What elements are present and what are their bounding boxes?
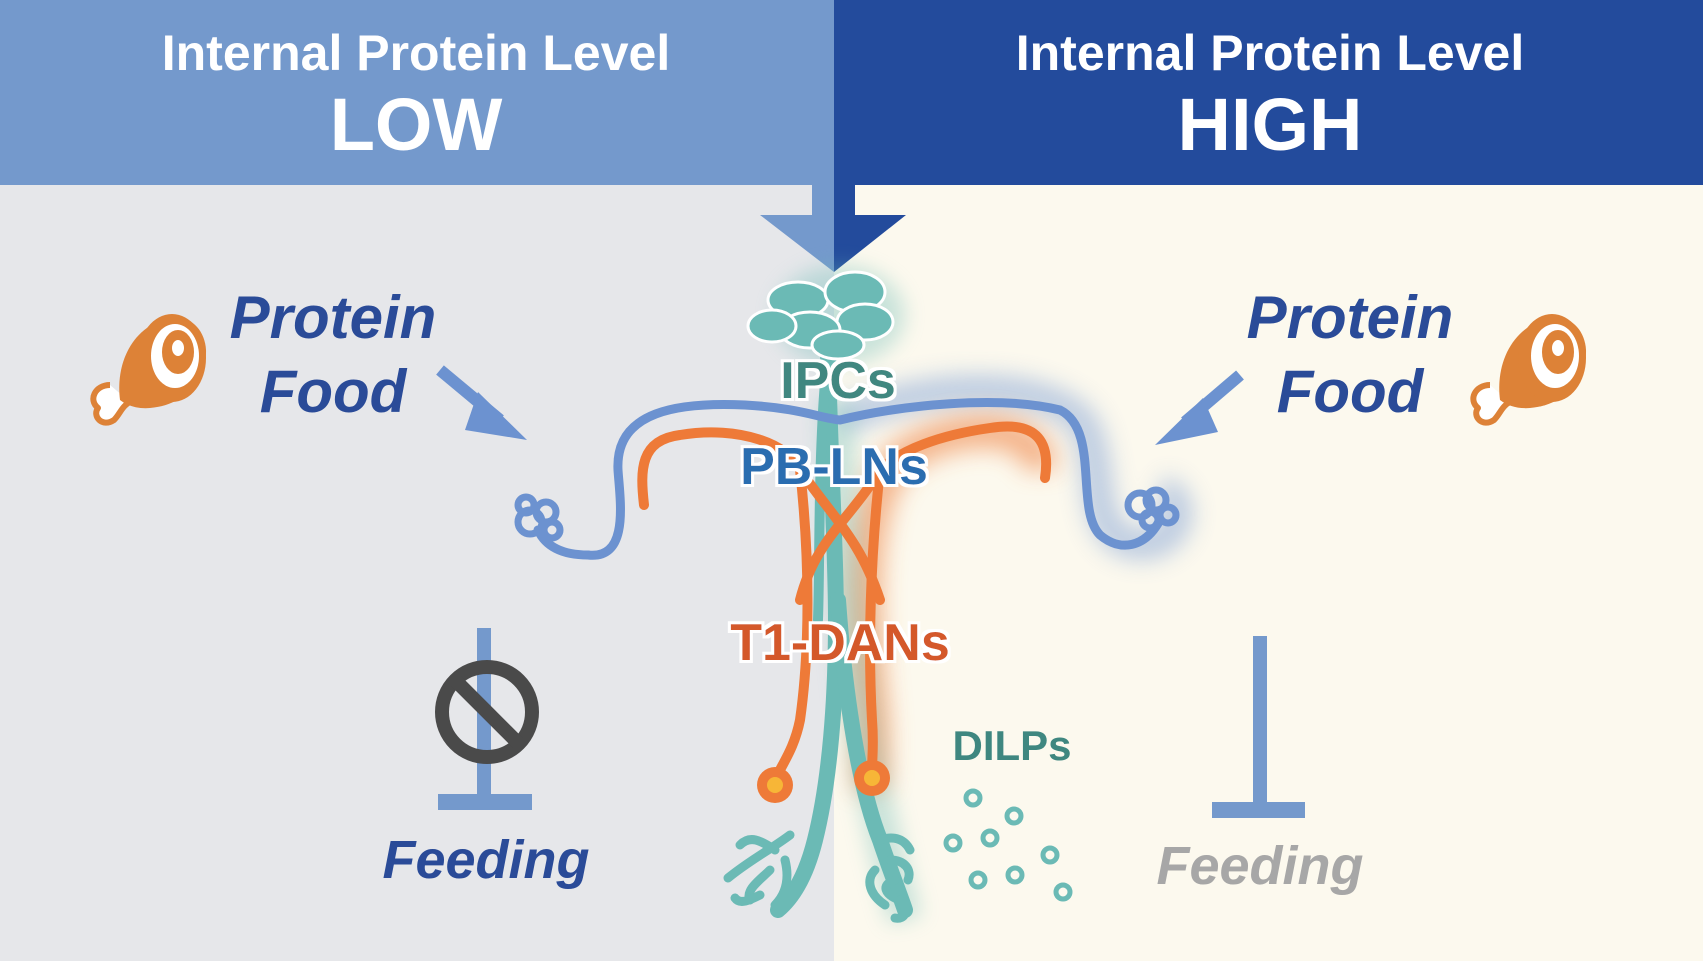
prohibited-icon — [435, 660, 539, 764]
t1dan-cell-bodies — [757, 760, 890, 803]
down-arrow-left-half — [760, 185, 834, 272]
t1dan-right-arc — [875, 421, 1052, 483]
right-meat-icon — [1470, 314, 1587, 426]
ipc-axon-branch-right — [830, 592, 913, 918]
pbln-arc — [583, 398, 1165, 560]
ipc-axon-branch-left — [813, 365, 831, 625]
left-food-arrow — [436, 365, 527, 440]
right-food-line2: Food — [1277, 358, 1425, 425]
right-header-bar — [834, 0, 1703, 185]
left-meat-icon — [90, 314, 207, 426]
dilps-label: DILPs — [952, 722, 1071, 769]
t1dan-right-descend — [865, 465, 885, 775]
right-food-line1: Protein — [1247, 284, 1454, 351]
t1dan-left-arc — [637, 427, 805, 510]
pbln-left-terminal — [514, 493, 564, 542]
right-feeding-label: Feeding — [1156, 836, 1363, 896]
left-food-line1: Protein — [230, 284, 437, 351]
t1dan-left-descend — [775, 465, 813, 775]
left-food-line2: Food — [260, 358, 408, 425]
pbln-glow — [833, 375, 1193, 561]
right-inhibition-symbol — [1212, 636, 1305, 818]
ipc-terminals-left — [723, 830, 795, 910]
left-feeding-label: Feeding — [382, 830, 589, 890]
left-header-level: LOW — [330, 83, 503, 166]
down-arrow-right-half — [834, 185, 906, 272]
left-header-bar — [0, 0, 834, 185]
left-header-title: Internal Protein Level — [162, 25, 670, 81]
ipc-axon-trunk — [770, 332, 845, 918]
pbln-right-terminal — [1124, 486, 1180, 532]
ipcs-label: IPCs — [780, 352, 896, 410]
dilps-particles — [943, 788, 1073, 902]
right-header-level: HIGH — [1178, 83, 1363, 166]
pblns-label: PB-LNs — [740, 438, 928, 496]
t1dans-label: T1-DANs — [730, 614, 950, 672]
ipc-terminals-right — [865, 833, 915, 923]
ipc-neuron — [723, 270, 915, 923]
right-header-title: Internal Protein Level — [1016, 25, 1524, 81]
t1dan-neurons — [637, 421, 1052, 775]
right-food-arrow — [1155, 370, 1244, 445]
ipc-cell-bodies — [746, 270, 895, 361]
